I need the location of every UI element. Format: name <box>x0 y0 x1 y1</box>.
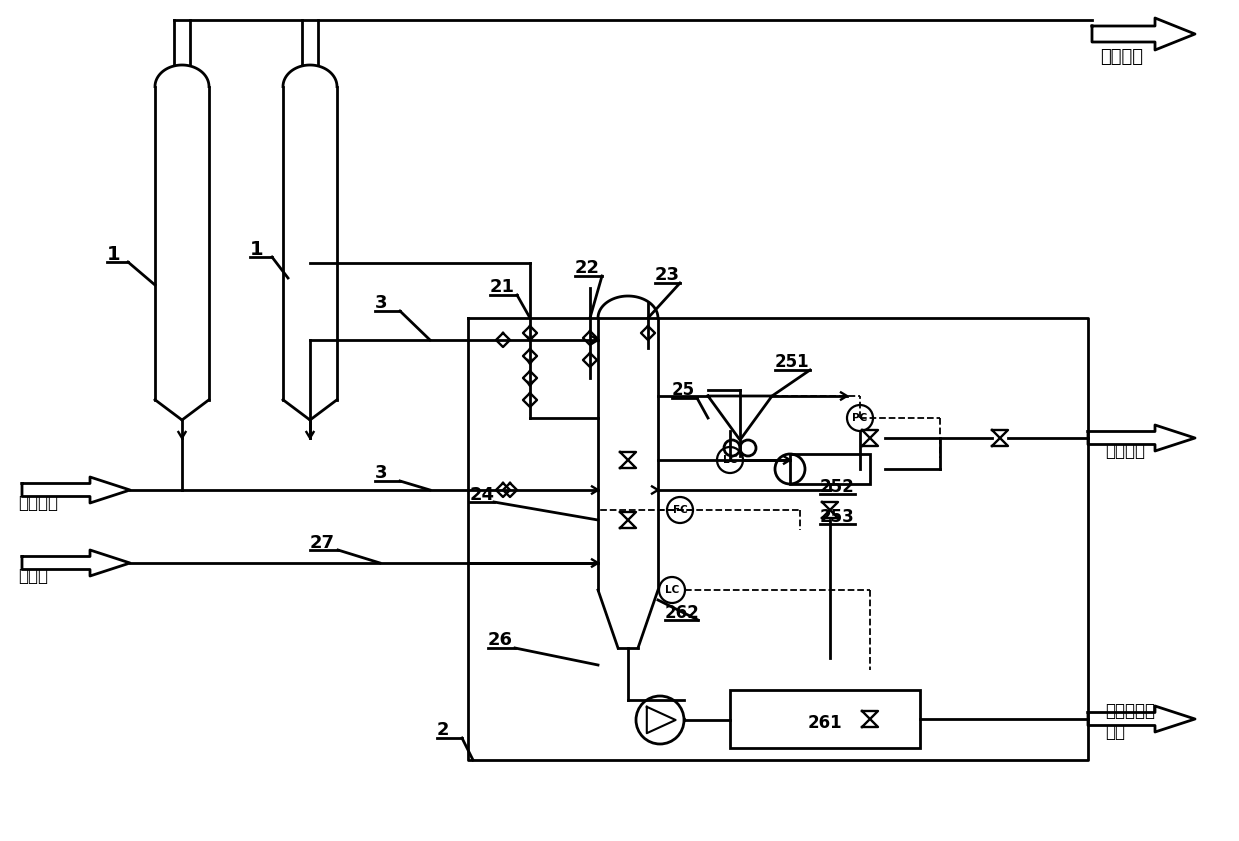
Bar <box>730 690 921 748</box>
Text: 冲洗油: 冲洗油 <box>19 567 48 585</box>
Bar <box>790 454 870 484</box>
Text: 反应产物: 反应产物 <box>1100 48 1144 66</box>
Text: 25: 25 <box>672 381 695 399</box>
Text: 26: 26 <box>488 631 513 649</box>
Text: 27: 27 <box>310 534 335 552</box>
Text: 1: 1 <box>250 240 264 259</box>
Text: 252: 252 <box>820 478 855 496</box>
Text: 反应进料: 反应进料 <box>19 494 58 512</box>
Text: 253: 253 <box>820 508 855 526</box>
Text: 3: 3 <box>375 294 388 312</box>
Text: LC: LC <box>722 455 737 465</box>
Text: 261: 261 <box>808 714 843 732</box>
Text: 3: 3 <box>375 464 388 482</box>
Text: 1: 1 <box>107 245 120 264</box>
Text: 23: 23 <box>655 266 680 284</box>
Text: 火芬系统: 火芬系统 <box>1105 442 1145 460</box>
Text: 21: 21 <box>489 278 515 296</box>
Text: LC: LC <box>665 585 679 595</box>
Text: 251: 251 <box>776 353 809 371</box>
Text: FC: FC <box>673 505 688 515</box>
Text: 原料油回炒
系统: 原料油回炒 系统 <box>1105 702 1155 741</box>
Text: 24: 24 <box>470 486 496 504</box>
Text: PC: PC <box>852 413 867 423</box>
Text: 22: 22 <box>575 259 600 277</box>
Text: 262: 262 <box>665 604 700 622</box>
Text: 2: 2 <box>437 721 450 739</box>
